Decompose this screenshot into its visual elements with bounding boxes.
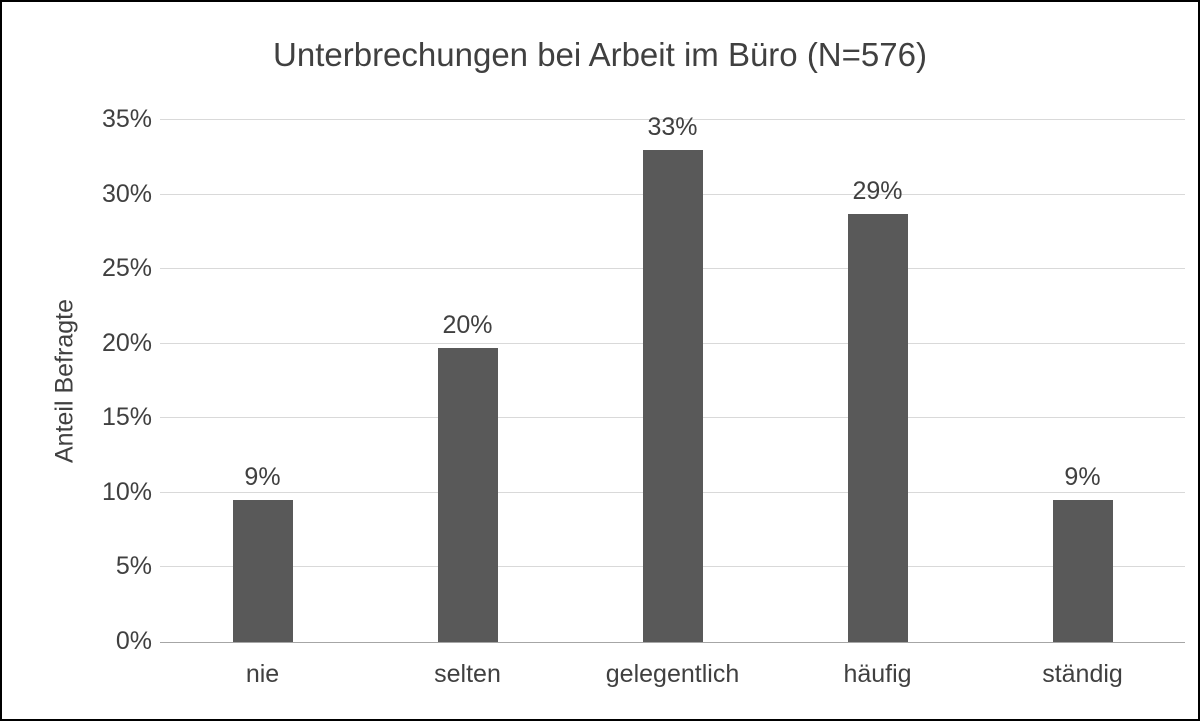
gridline	[160, 119, 1185, 120]
x-tick-label-selten: selten	[434, 660, 501, 688]
y-tick-label: 10%	[101, 477, 152, 506]
y-tick-label: 30%	[101, 179, 152, 208]
x-tick-label-ständig: ständig	[1042, 660, 1123, 688]
bar-value-label: 9%	[1064, 463, 1101, 492]
bar-nie	[232, 500, 293, 642]
x-tick-label-häufig: häufig	[843, 660, 912, 688]
bar-häufig	[847, 213, 908, 642]
bar-value-label: 29%	[852, 176, 903, 205]
bar-selten	[437, 348, 498, 642]
y-tick-label: 0%	[115, 627, 152, 655]
bar-value-label: 9%	[244, 463, 281, 492]
y-tick-label: 25%	[101, 254, 152, 283]
plot-area: 9% 20% 33% 29% 9%	[160, 113, 1185, 643]
bar-gelegentlich	[642, 149, 703, 642]
y-tick-label: 5%	[115, 552, 152, 581]
bar-value-label: 33%	[647, 112, 698, 141]
bar-ständig	[1052, 500, 1113, 642]
y-tick-label: 35%	[101, 105, 152, 133]
x-tick-label-nie: nie	[245, 660, 280, 688]
chart-title: Unterbrechungen bei Arbeit im Büro (N=57…	[273, 36, 927, 73]
y-tick-label: 15%	[101, 403, 152, 432]
x-tick-label-gelegentlich: gelegentlich	[605, 660, 740, 688]
y-tick-label: 20%	[101, 328, 152, 357]
y-axis-label: Anteil Befragte	[50, 299, 79, 463]
bar-value-label: 20%	[442, 311, 493, 340]
